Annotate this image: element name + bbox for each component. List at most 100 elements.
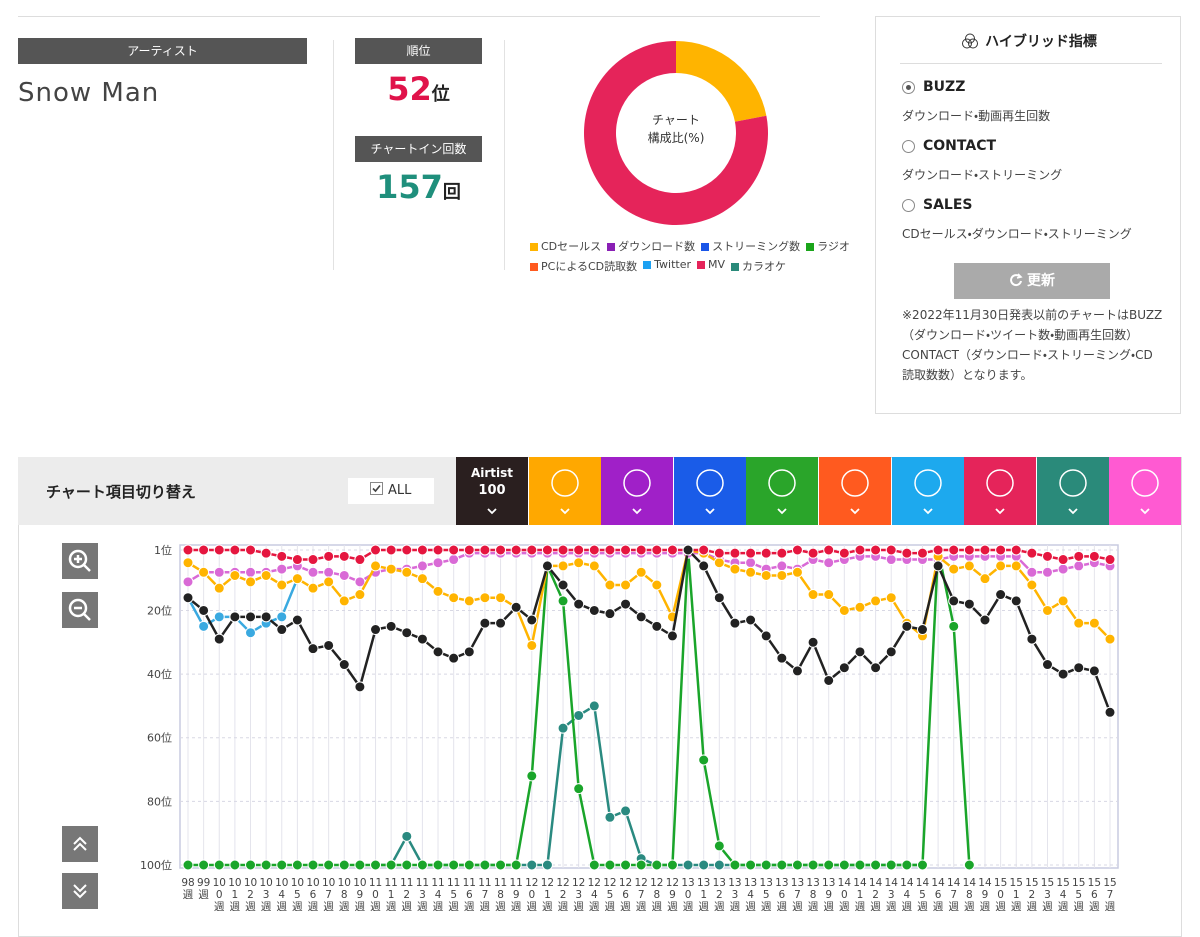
series-point [338, 659, 350, 671]
series-point [1104, 633, 1116, 645]
zoom-in[interactable] [62, 543, 98, 579]
y-tick-label: 40位 [147, 668, 172, 681]
chart-tab[interactable] [601, 457, 674, 525]
legend-text: ダウンロード数 [618, 240, 696, 253]
series-point [588, 544, 600, 556]
series-point [1026, 579, 1038, 591]
series-point [760, 547, 772, 559]
donut-slice [676, 41, 767, 122]
series-point [823, 557, 835, 569]
hybrid-option[interactable]: SALES [902, 197, 973, 213]
chart-tab[interactable] [1109, 457, 1182, 525]
series-point [354, 576, 366, 588]
zoom-out[interactable] [62, 592, 98, 628]
x-tick-label: 139週 [822, 877, 836, 913]
tab-icon-shape [696, 469, 724, 497]
series-point [557, 595, 569, 607]
series-point [463, 859, 475, 871]
x-tick-label: 113週 [415, 877, 430, 913]
chart-in-unit: 回 [442, 182, 461, 203]
series-point [620, 544, 632, 556]
series-point [260, 611, 272, 623]
legend-swatch [530, 243, 538, 251]
scroll-down[interactable] [62, 873, 98, 909]
chart-tab[interactable] [964, 457, 1037, 525]
series-point [745, 859, 757, 871]
chart-tab[interactable] [746, 457, 819, 525]
series-point [666, 630, 678, 642]
series-point [463, 646, 475, 658]
series-point [979, 544, 991, 556]
series-point [245, 611, 257, 623]
series-point [620, 598, 632, 610]
hybrid-option[interactable]: BUZZ [902, 79, 965, 95]
series-point [620, 805, 632, 817]
series-point [213, 611, 225, 623]
series-point [1057, 563, 1069, 575]
series-point [651, 579, 663, 591]
series-point [776, 569, 788, 581]
series-point [963, 598, 975, 610]
x-tick-label: 114週 [431, 877, 445, 913]
series-point [807, 589, 819, 601]
x-tick-label: 141週 [853, 877, 867, 913]
x-tick-label: 142週 [868, 877, 883, 913]
chart-tab[interactable] [819, 457, 891, 525]
series-point [495, 617, 507, 629]
series-point [901, 620, 913, 632]
series-point [323, 639, 335, 651]
series-point [182, 859, 194, 871]
all-toggle[interactable]: ALL [348, 478, 434, 504]
series-point [448, 592, 460, 604]
top-rule [18, 16, 820, 17]
option-desc: ダウンロード・ストリーミング [902, 168, 1063, 182]
tab-icon [841, 469, 869, 515]
series-point [979, 614, 991, 626]
chart-tab[interactable] [528, 457, 601, 525]
tab-chevron [559, 508, 570, 515]
series-point [901, 547, 913, 559]
series-point [245, 627, 257, 639]
chart-tab[interactable] [673, 457, 746, 525]
x-tick-label: 121週 [540, 877, 555, 913]
series-point [276, 550, 288, 562]
section-title: チャート項目切り替え [46, 483, 196, 501]
x-tick-label: 152週 [1025, 877, 1039, 913]
series-point [370, 544, 382, 556]
series-point [1041, 659, 1053, 671]
chart-tab[interactable]: Airtist 100 [456, 457, 528, 525]
x-tick-label: 138週 [806, 877, 820, 913]
legend-swatch [697, 261, 706, 269]
chart-tab[interactable] [1036, 457, 1109, 525]
series-point [870, 595, 882, 607]
series-point [604, 608, 616, 620]
x-tick-label: 148週 [962, 877, 977, 913]
series-point [1041, 550, 1053, 562]
legend-item: MV [697, 258, 725, 274]
x-tick-label: 151週 [1009, 877, 1023, 913]
series-point [588, 859, 600, 871]
series-point [557, 579, 569, 591]
series-point [932, 544, 944, 556]
series-point [776, 560, 788, 572]
series-point [729, 547, 741, 559]
series-point [604, 544, 616, 556]
x-tick-label: 150週 [993, 877, 1008, 913]
donut-slice [584, 41, 768, 226]
series-point [1104, 554, 1116, 566]
x-tick-label: 144週 [900, 877, 914, 913]
hybrid-option[interactable]: CONTACT [902, 138, 996, 154]
x-tick-label: 127週 [634, 877, 648, 913]
scroll-up[interactable] [62, 826, 98, 862]
legend-text: PCによるCD読取数 [541, 260, 638, 273]
series-point [729, 859, 741, 871]
x-tick-label: 130週 [681, 877, 695, 913]
radio [902, 139, 915, 153]
y-tick-label: 80位 [147, 795, 172, 808]
chart-tab[interactable] [891, 457, 964, 525]
refresh-button[interactable]: 更新 [954, 263, 1110, 299]
donut-chart: チャート 構成比(%) [584, 41, 768, 226]
x-tick-label: 147週 [947, 877, 961, 913]
divider [504, 40, 505, 270]
series-point [291, 573, 303, 585]
